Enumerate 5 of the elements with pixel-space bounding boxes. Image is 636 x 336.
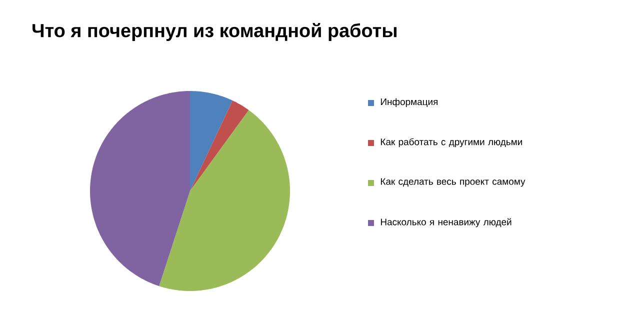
legend-label: Как работать с другими людьми [380, 138, 522, 148]
chart-title: Что я почерпнул из командной работы [32, 23, 396, 41]
legend-label: Как сделать весь проект самому [380, 178, 526, 187]
legend-label: Насколько я ненавижу людей [380, 218, 512, 228]
legend-label: Информация [380, 98, 438, 108]
